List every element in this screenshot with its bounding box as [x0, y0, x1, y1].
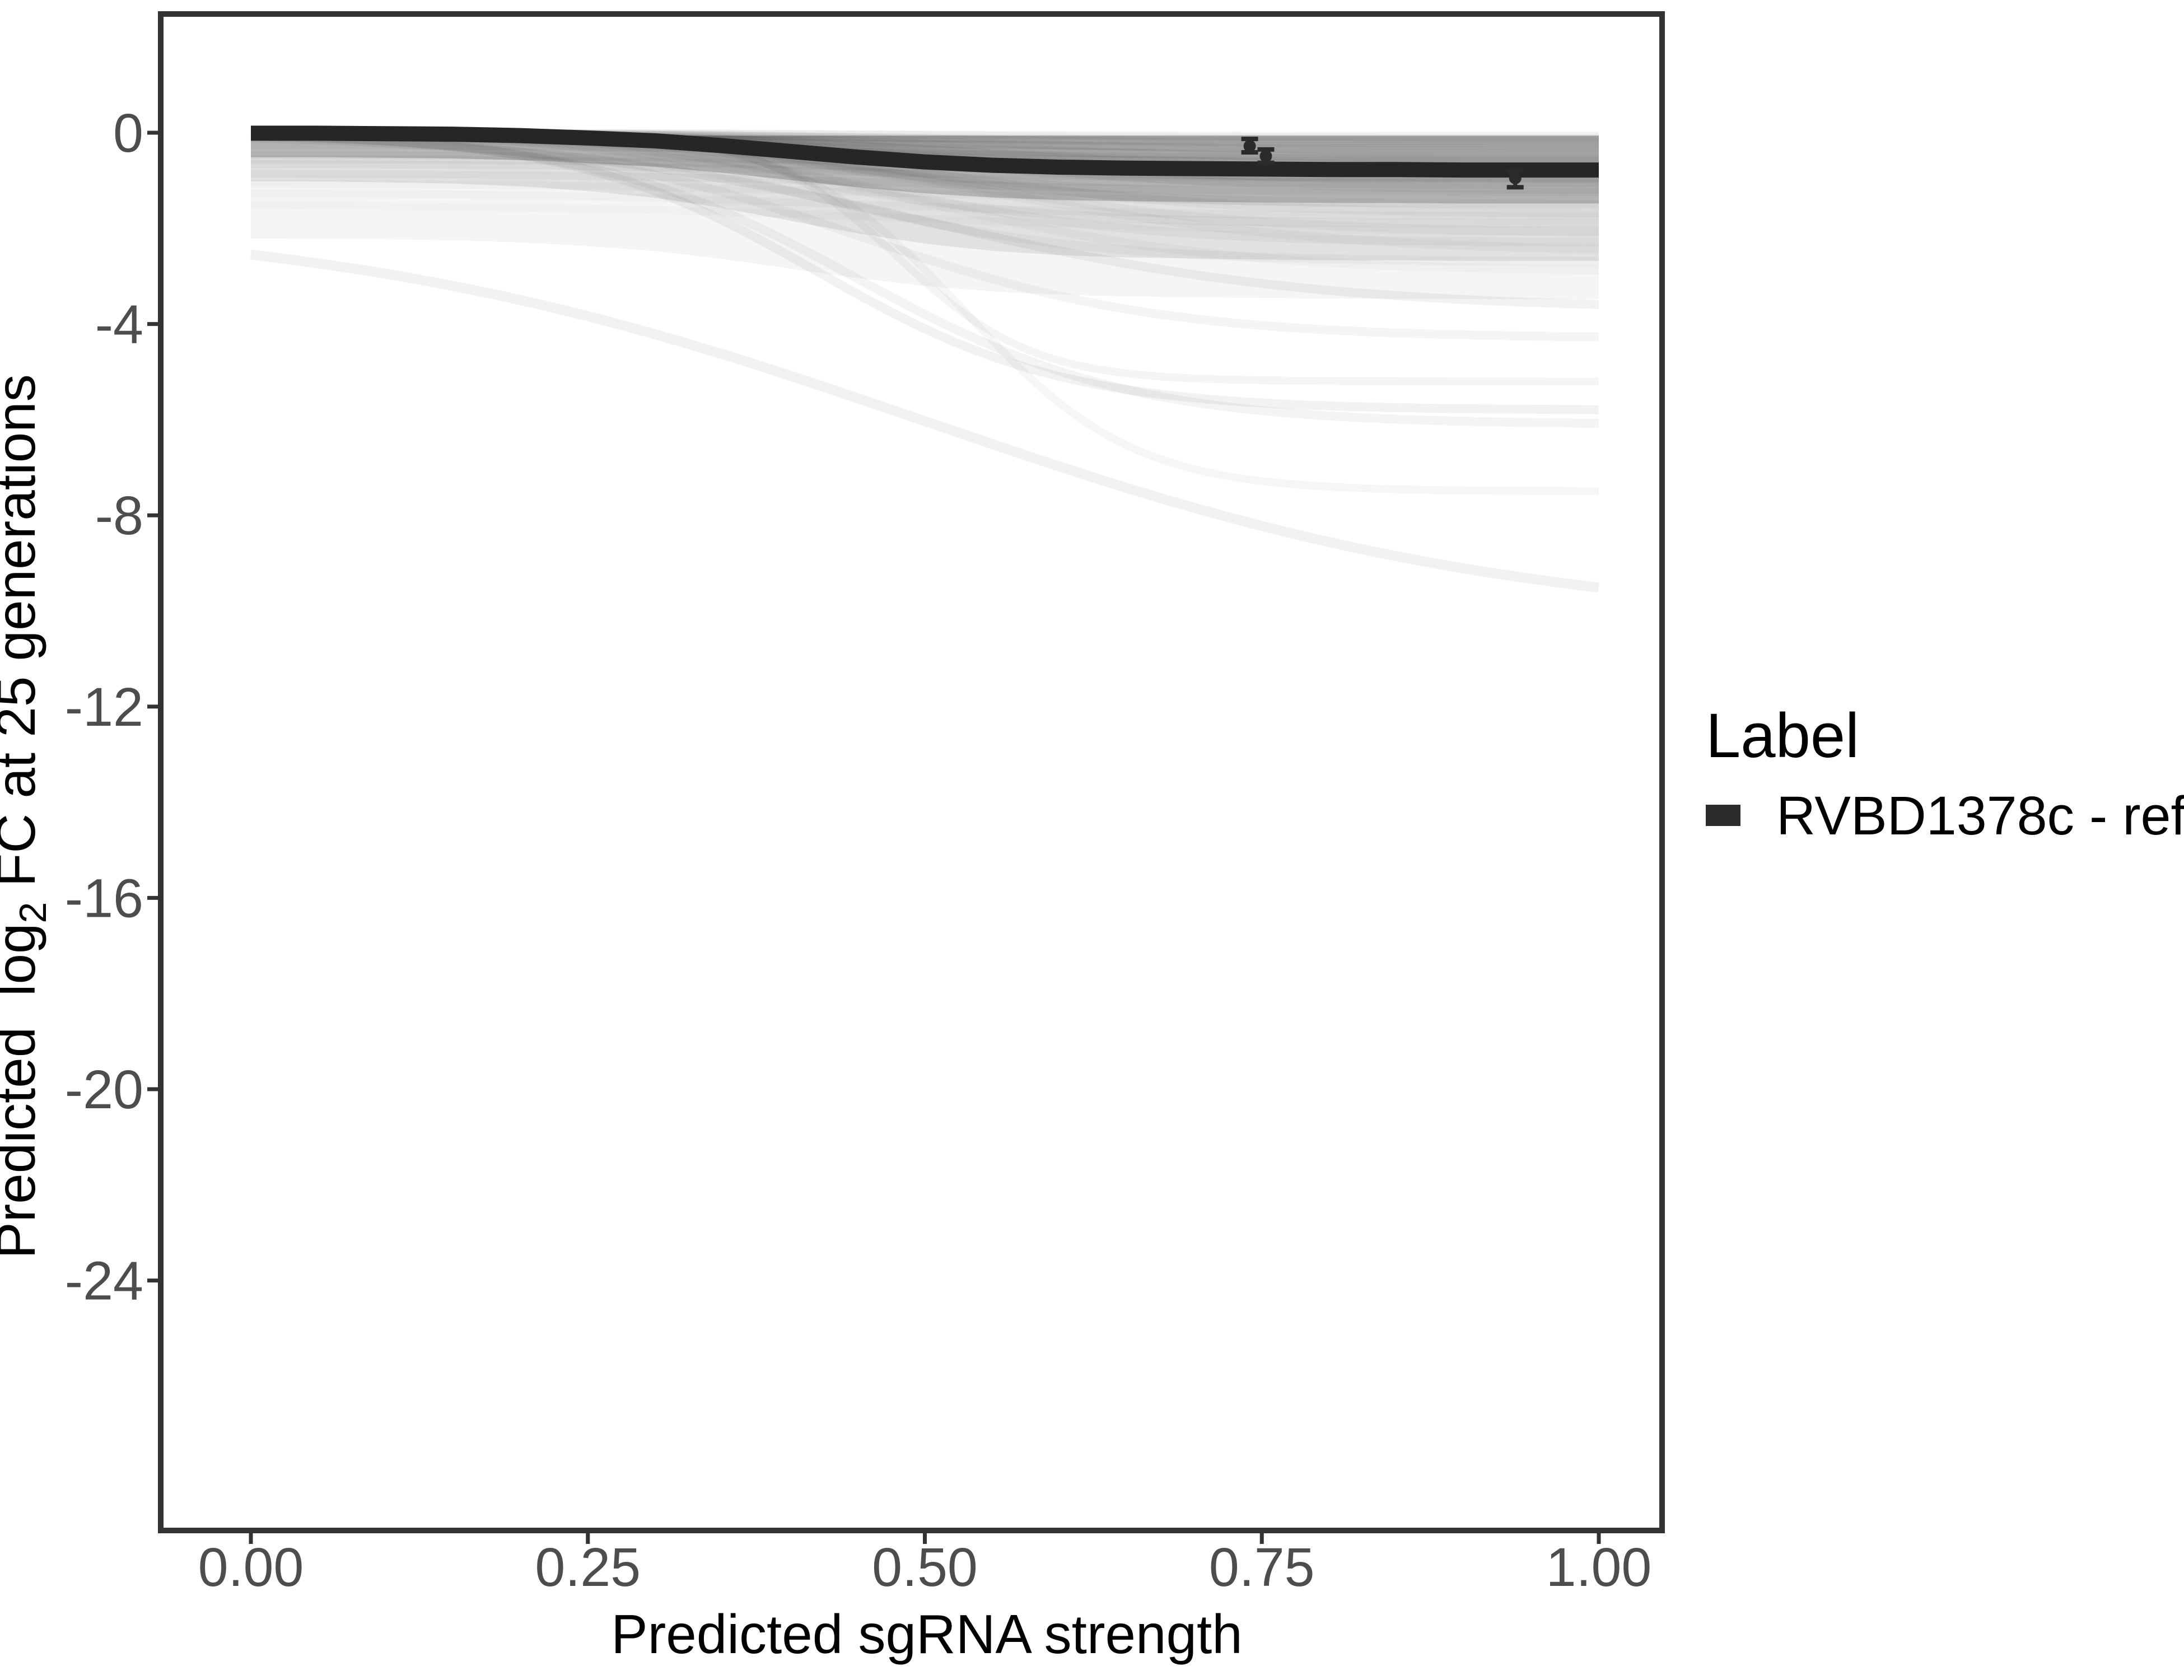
y-axis: 0 -4 -8 -12 -16 -20 -24 — [65, 102, 161, 1312]
y-tick-label: -20 — [65, 1059, 143, 1120]
y-tick-label: -4 — [95, 294, 143, 355]
data-point — [1243, 139, 1256, 152]
ensemble-curve — [250, 133, 1599, 309]
legend: Label RVBD1378c - ref — [1706, 701, 2184, 846]
data-point — [1509, 172, 1522, 185]
panel-border — [158, 11, 1665, 1533]
x-tick-label: 1.00 — [1546, 1537, 1652, 1598]
legend-item-label: RVBD1378c - ref — [1776, 785, 2184, 846]
y-tick-label: -8 — [95, 485, 143, 546]
x-tick-label: 0.75 — [1209, 1537, 1315, 1598]
x-axis-title: Predicted sgRNA strength — [611, 1603, 1243, 1665]
plot-panel — [158, 11, 1665, 1533]
y-axis-title: Predicted log2 FC at 25 generations — [0, 374, 54, 1259]
error-bar-point — [1241, 137, 1258, 155]
reference-fit-line — [251, 125, 1599, 178]
ensemble-curve — [250, 249, 1600, 593]
y-tick-label: -16 — [65, 867, 143, 928]
x-tick-label: 0.50 — [872, 1537, 978, 1598]
x-axis: 0.00 0.25 0.50 0.75 1.00 — [198, 1530, 1652, 1598]
y-tick-label: -24 — [65, 1250, 143, 1312]
x-tick-label: 0.25 — [535, 1537, 641, 1598]
y-tick-label: -12 — [65, 676, 143, 738]
ensemble-curve — [250, 131, 1599, 428]
legend-title: Label — [1706, 701, 1859, 771]
error-bar-point — [1506, 169, 1524, 190]
x-tick-label: 0.00 — [198, 1537, 304, 1598]
data-points-group — [1241, 137, 1524, 190]
legend-key-swatch — [1706, 805, 1740, 826]
y-tick-label: 0 — [113, 102, 143, 164]
error-bar-point — [1257, 147, 1275, 165]
ensemble-curve — [250, 132, 1599, 342]
reference-line-group — [251, 125, 1599, 178]
ensemble-curve — [250, 130, 1599, 414]
data-point — [1259, 150, 1272, 162]
